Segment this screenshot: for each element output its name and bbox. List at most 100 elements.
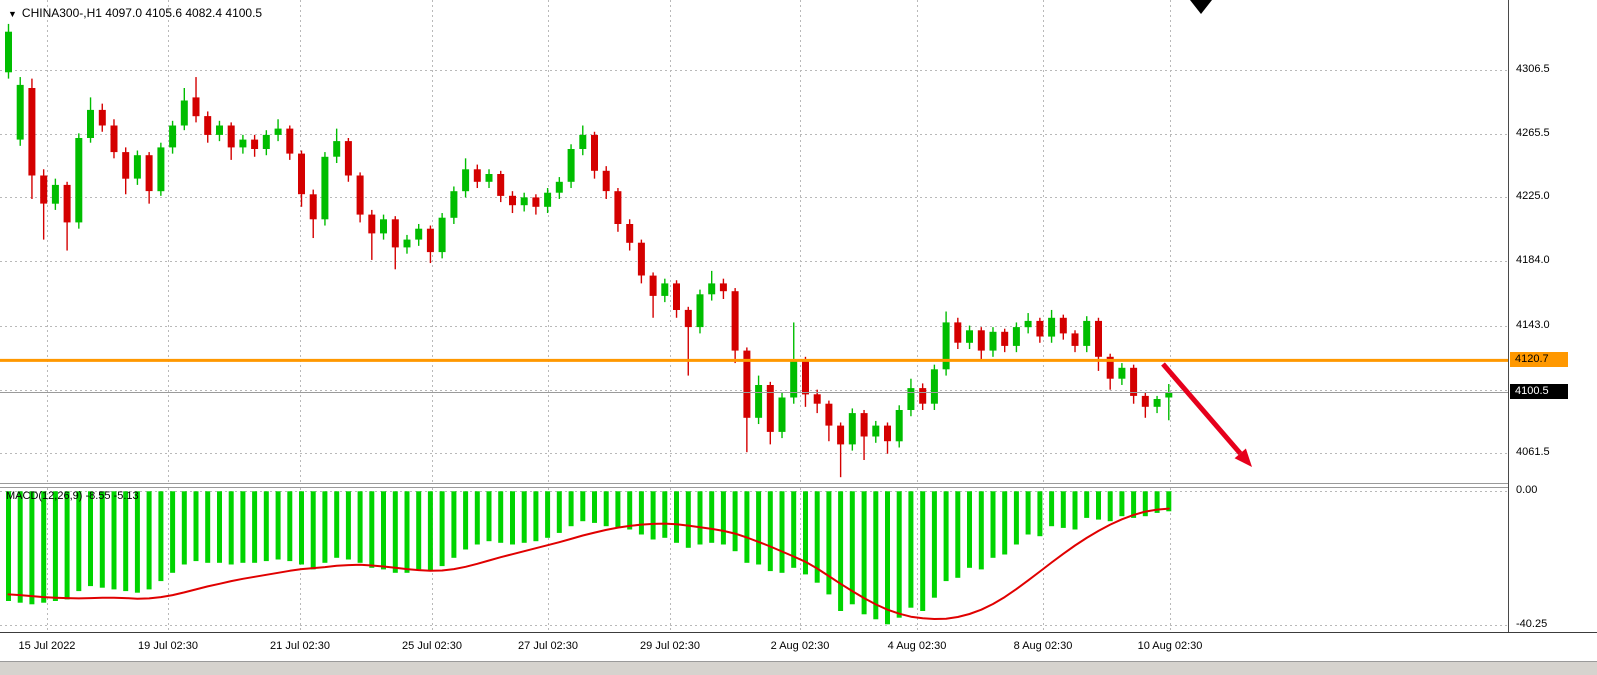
macd-bar (1072, 491, 1078, 530)
candle (216, 120, 223, 142)
macd-bar (1107, 491, 1113, 522)
macd-bar (955, 491, 961, 578)
candle (544, 188, 552, 214)
candle-body (309, 194, 317, 220)
candle (391, 216, 399, 270)
candle (87, 97, 94, 143)
candle-body (180, 100, 188, 126)
candle-body (262, 134, 270, 149)
macd-bar (849, 491, 855, 605)
candle-body (216, 125, 223, 135)
candle (1036, 317, 1044, 343)
time-axis[interactable]: 15 Jul 2022 19 Jul 02:30 21 Jul 02:30 25 Ju… (0, 632, 1597, 661)
candle-body (1083, 320, 1091, 346)
trend-arrow-annotation[interactable] (1161, 362, 1252, 467)
candle-body (251, 139, 259, 149)
main-chart-canvas[interactable] (0, 0, 1508, 484)
candle-body (298, 153, 305, 195)
candle (509, 191, 516, 214)
macd-bar (134, 491, 140, 593)
macd-bar (920, 491, 926, 611)
candle (520, 192, 528, 212)
candle (1153, 395, 1161, 414)
macd-bar (123, 491, 129, 592)
candle-body (1048, 317, 1056, 337)
macd-bar (545, 491, 551, 538)
macd-bar (1025, 491, 1031, 535)
macd-bar (76, 491, 82, 592)
candle (133, 150, 141, 185)
price-tag-resistance[interactable]: 4120.7 (1510, 352, 1568, 367)
candle (649, 272, 657, 318)
candle-body (133, 155, 141, 179)
candle (778, 392, 786, 439)
candle-body (579, 134, 587, 149)
candle (930, 364, 938, 410)
macd-bar (990, 491, 996, 558)
candle-body (520, 197, 528, 206)
candle (473, 164, 481, 189)
macd-bar (17, 491, 23, 603)
macd-bar (322, 491, 328, 563)
candle-body (719, 283, 727, 292)
candle (919, 383, 927, 410)
macd-bar (275, 491, 281, 560)
candle-body (860, 413, 868, 437)
candle (16, 77, 24, 146)
macd-bar (814, 491, 820, 583)
candle (825, 400, 833, 442)
macd-bar (334, 491, 340, 558)
macd-bar (568, 491, 574, 527)
candle-body (591, 134, 598, 171)
candle (743, 347, 751, 453)
candle (661, 278, 669, 303)
candle-body (5, 31, 12, 73)
candle-body (28, 88, 36, 176)
price-axis-label: 4225.0 (1516, 190, 1550, 202)
candle (1048, 309, 1056, 343)
candle-body (415, 228, 423, 240)
time-axis-label: 25 Jul 02:30 (402, 640, 462, 652)
time-axis-label: 4 Aug 02:30 (887, 640, 947, 652)
candle (872, 420, 880, 443)
candle (145, 152, 153, 204)
candle (567, 144, 575, 189)
macd-bar (416, 491, 422, 570)
time-axis-label: 2 Aug 02:30 (770, 640, 830, 652)
price-axis[interactable]: 4306.5 4265.5 4225.0 4184.0 4143.0 4061.5 4120… (1508, 0, 1597, 632)
candle (1059, 314, 1067, 340)
macd-bar (6, 491, 11, 601)
candle-body (684, 309, 692, 328)
candle (204, 111, 212, 143)
panel-separator[interactable] (0, 483, 1597, 488)
candle (954, 317, 962, 350)
candle-body (75, 138, 83, 223)
macd-grid (0, 488, 1508, 632)
macd-bar (1154, 491, 1160, 513)
candle-body (87, 109, 94, 138)
macd-canvas[interactable] (0, 488, 1508, 632)
candle-body (989, 331, 997, 351)
candle-body (122, 152, 130, 179)
macd-bar (474, 491, 480, 545)
candle-body (485, 174, 493, 182)
candle (321, 152, 329, 226)
macd-indicator-panel[interactable]: MACD(12,26,9) -8.55 -5.13 (0, 488, 1508, 632)
candle-body (954, 322, 962, 343)
macd-axis-label: -40.25 (1516, 618, 1548, 630)
candle (813, 389, 821, 414)
candle (989, 327, 997, 357)
candle-body (1118, 367, 1126, 379)
candle-body (673, 283, 680, 310)
candle-body (1036, 320, 1044, 337)
candle (157, 142, 165, 196)
price-axis-label: 4265.5 (1516, 127, 1550, 139)
macd-bar (357, 491, 363, 563)
candle (1130, 364, 1138, 404)
candle (40, 169, 48, 240)
candle (5, 23, 12, 79)
candle (966, 325, 973, 350)
macd-bar (345, 491, 351, 560)
main-chart-panel[interactable]: ▼ CHINA300-,H1 4097.0 4105.6 4082.4 4100.… (0, 0, 1508, 484)
candle-body (778, 397, 786, 432)
